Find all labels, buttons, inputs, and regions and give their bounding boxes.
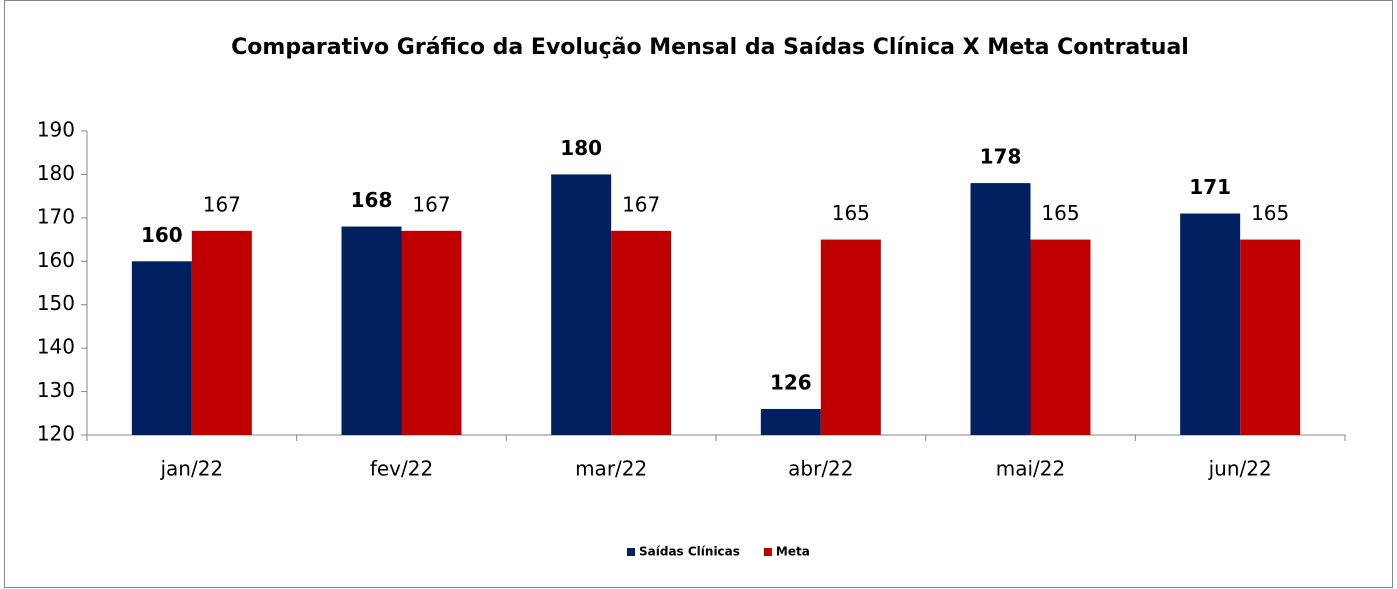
bar <box>760 408 821 435</box>
chart-title: Comparativo Gráfico da Evolução Mensal d… <box>231 35 1189 60</box>
data-label: 167 <box>203 192 241 216</box>
bar <box>1240 239 1301 435</box>
data-label: 168 <box>351 188 393 212</box>
legend-label: Meta <box>776 545 810 559</box>
bar <box>191 230 252 435</box>
data-label: 180 <box>560 136 602 160</box>
bar <box>611 230 672 435</box>
data-label: 160 <box>141 223 183 247</box>
y-tick-label: 180 <box>37 161 75 185</box>
x-tick-label: fev/22 <box>370 457 433 481</box>
y-tick-label: 170 <box>37 204 75 228</box>
x-tick-label: mai/22 <box>996 457 1065 481</box>
y-tick-label: 150 <box>37 291 75 315</box>
bar <box>820 239 881 435</box>
bar <box>551 174 612 435</box>
x-tick-label: abr/22 <box>788 457 853 481</box>
x-tick-label: mar/22 <box>575 457 647 481</box>
data-label: 167 <box>622 192 660 216</box>
data-label: 165 <box>1041 201 1079 225</box>
y-tick-label: 120 <box>37 422 75 446</box>
data-label: 165 <box>1251 201 1289 225</box>
legend-swatch <box>627 548 635 556</box>
data-label: 178 <box>980 145 1022 169</box>
bar <box>1180 213 1241 435</box>
bar <box>341 226 402 435</box>
bar <box>1030 239 1091 435</box>
y-tick-label: 140 <box>37 335 75 359</box>
bar <box>970 183 1031 435</box>
data-label: 167 <box>412 192 450 216</box>
bar <box>131 261 192 435</box>
x-tick-label: jan/22 <box>159 457 223 481</box>
legend-swatch <box>763 548 772 556</box>
legend-label: Saídas Clínicas <box>639 545 740 559</box>
bar <box>401 230 462 435</box>
x-tick-label: jun/22 <box>1208 457 1272 481</box>
y-tick-label: 190 <box>37 118 75 142</box>
data-label: 165 <box>832 201 870 225</box>
data-label: 171 <box>1189 175 1231 199</box>
data-label: 126 <box>770 370 812 394</box>
y-tick-label: 130 <box>37 378 75 402</box>
y-tick-label: 160 <box>37 248 75 272</box>
